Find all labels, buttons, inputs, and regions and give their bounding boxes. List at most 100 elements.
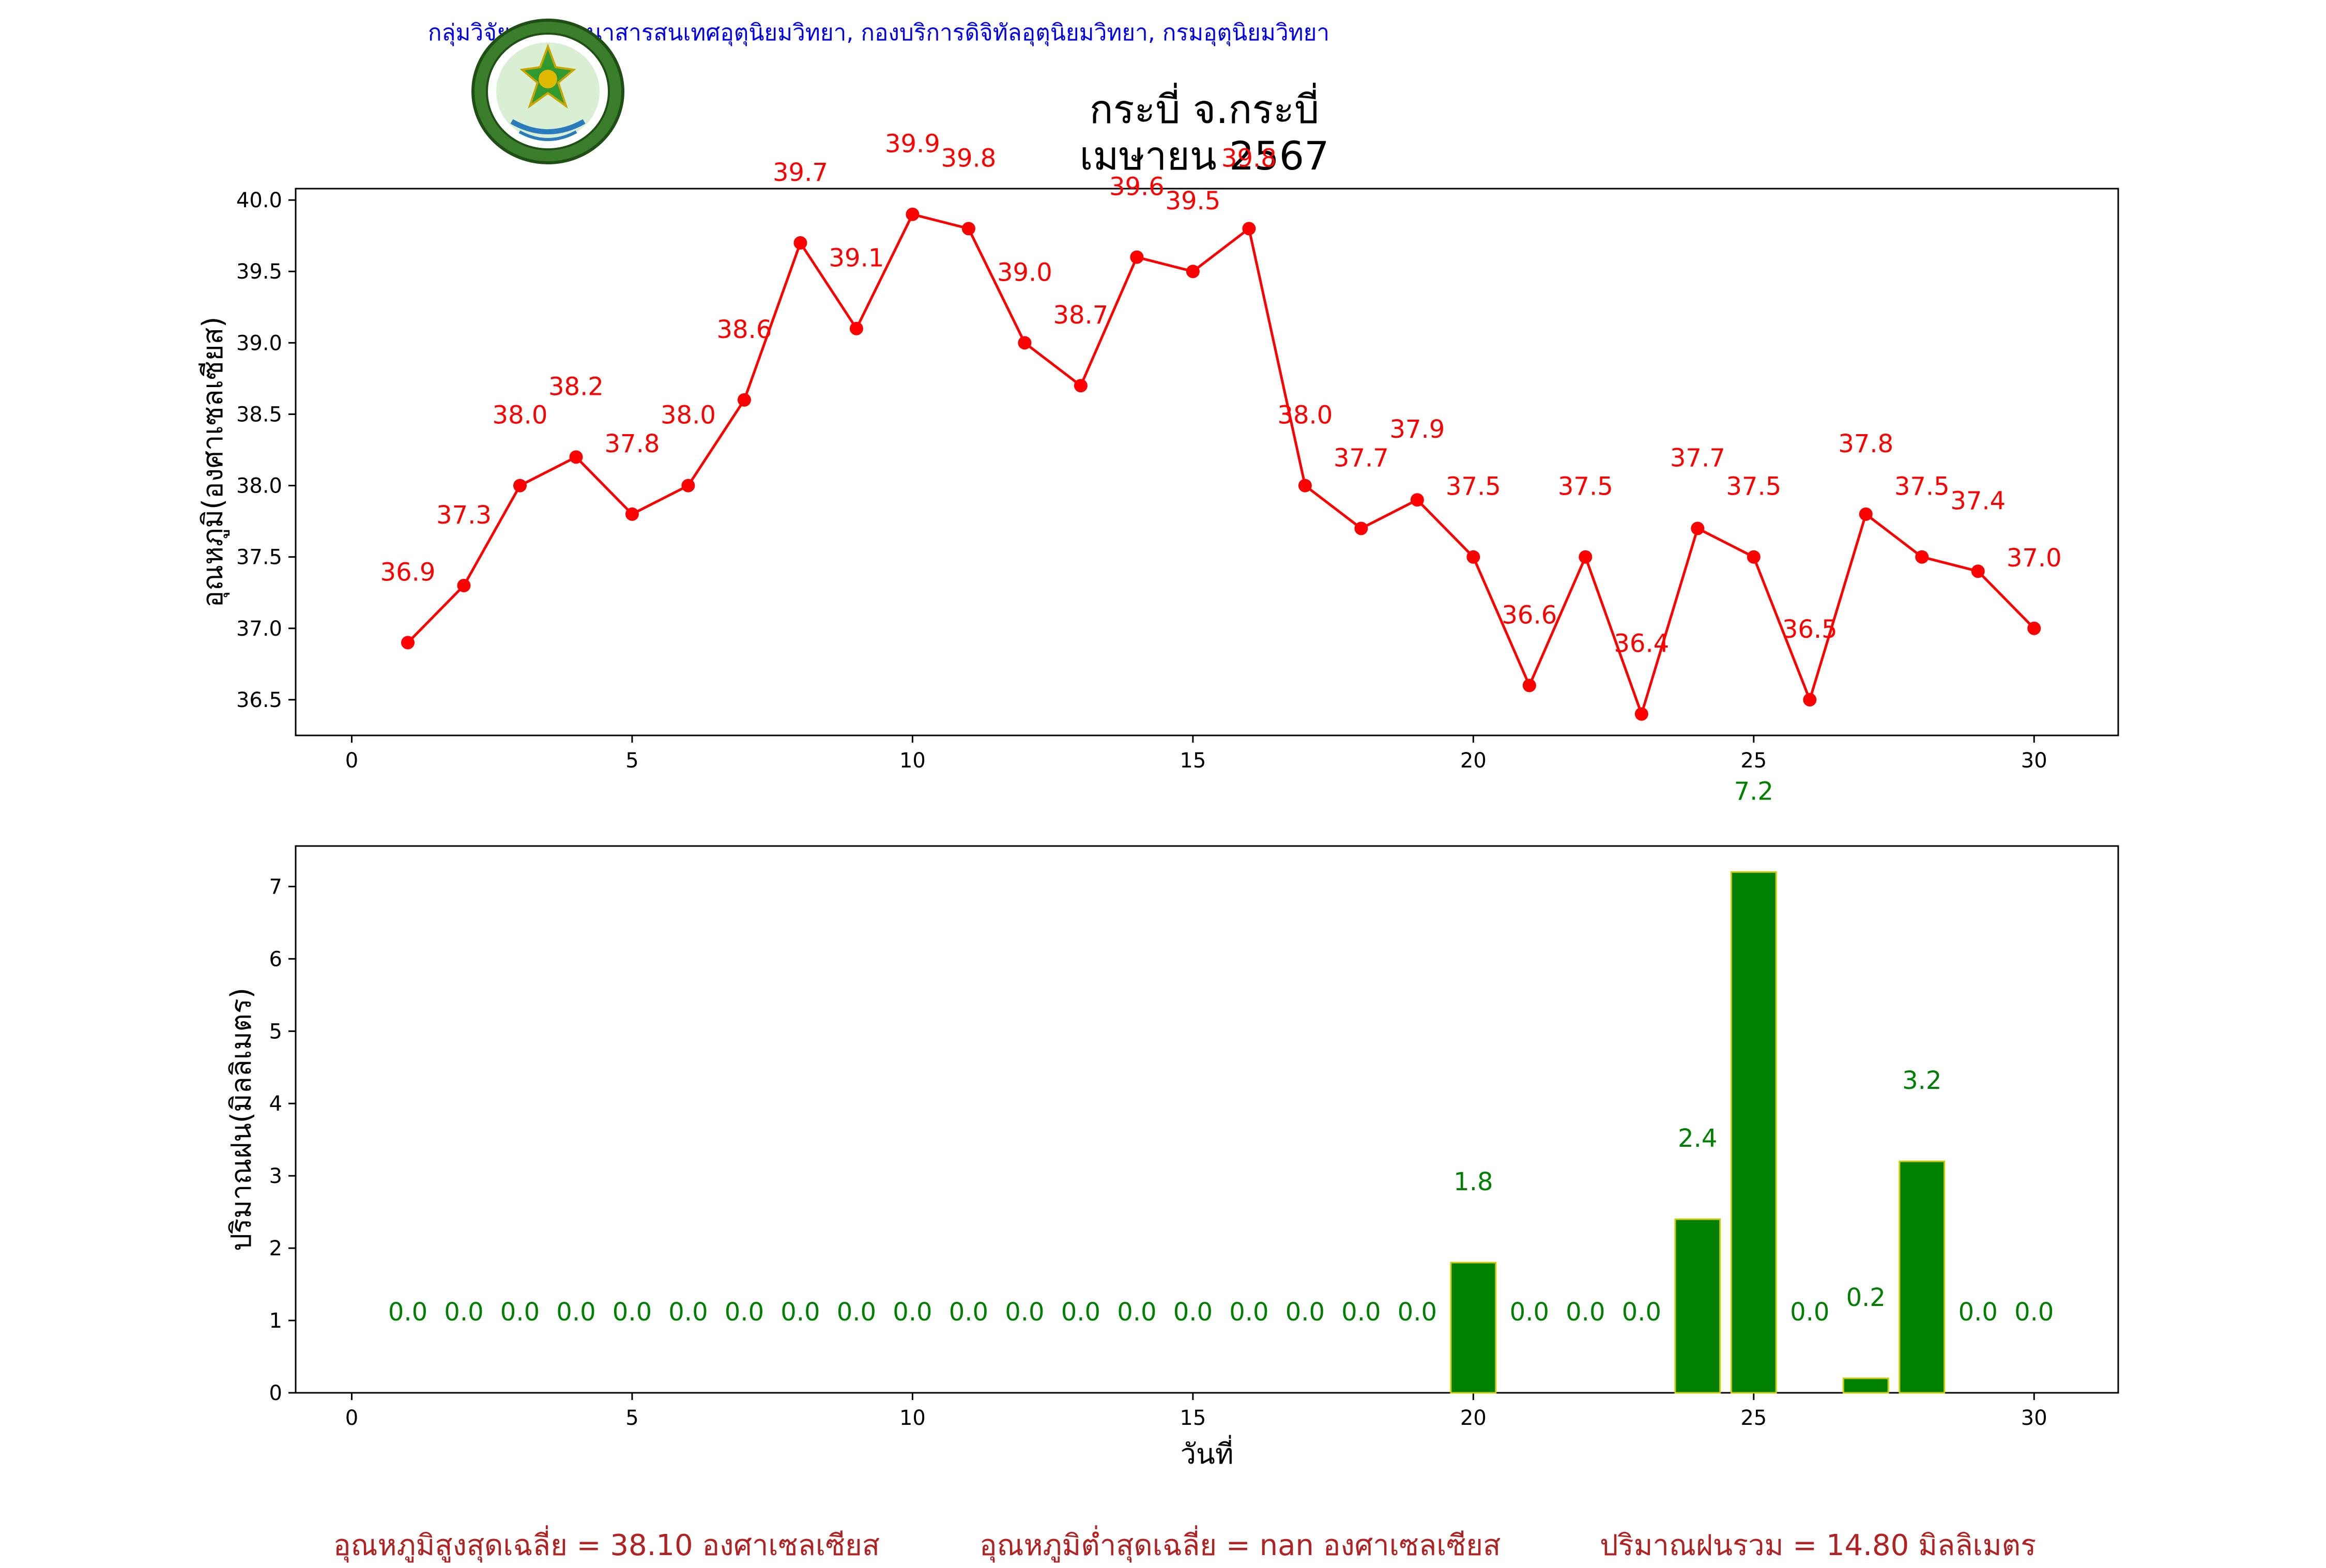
rainfall-data-labels: 0.0 0.0 0.0 0.0 0.0 0.0 0.0 0.0 0.0 0.0 0.0 0.0 0.0 0… xyxy=(388,777,2054,1327)
temperature-data-label: 38.0 xyxy=(1277,401,1333,430)
temperature-x-tick-label: 25 xyxy=(1740,749,1767,773)
rainfall-data-label: 0.0 xyxy=(1566,1298,1605,1327)
temperature-data-label: 37.0 xyxy=(2007,544,2062,573)
rainfall-x-tick-label: 25 xyxy=(1740,1406,1767,1430)
temperature-points xyxy=(401,207,2041,721)
rainfall-data-label: 0.0 xyxy=(1005,1298,1044,1327)
rainfall-data-label: 0.0 xyxy=(1061,1298,1100,1327)
rainfall-data-label: 0.0 xyxy=(949,1298,988,1327)
rainfall-data-label: 0.0 xyxy=(1790,1298,1829,1327)
rainfall-data-label: 2.4 xyxy=(1678,1124,1717,1153)
rainfall-x-tick-label: 5 xyxy=(625,1406,638,1430)
temperature-data-label: 39.9 xyxy=(885,130,940,159)
temperature-y-tick-label: 37.0 xyxy=(236,617,282,641)
rainfall-data-label: 0.0 xyxy=(1173,1298,1213,1327)
temperature-point xyxy=(681,479,695,493)
rainfall-x-tick-label: 20 xyxy=(1460,1406,1487,1430)
rainfall-data-label: 1.8 xyxy=(1453,1167,1493,1196)
rainfall-data-label: 0.0 xyxy=(556,1298,595,1327)
rainfall-y-tick-label: 0 xyxy=(269,1381,282,1405)
temperature-data-label: 38.6 xyxy=(717,315,772,344)
temperature-y-tick-label: 40.0 xyxy=(236,189,282,212)
temperature-data-label: 39.7 xyxy=(773,158,828,187)
rainfall-data-label: 0.2 xyxy=(1846,1283,1886,1312)
temperature-point xyxy=(457,578,471,592)
temperature-point xyxy=(1018,336,1032,350)
rainfall-y-axis-label: ปริมาณฝน(มิลลิเมตร) xyxy=(225,988,257,1251)
temperature-point xyxy=(1691,521,1705,535)
temperature-data-label: 39.8 xyxy=(941,144,996,173)
temperature-data-label: 38.0 xyxy=(661,401,716,430)
temperature-point xyxy=(961,222,975,236)
temperature-point xyxy=(906,207,920,221)
rainfall-data-label: 3.2 xyxy=(1902,1066,1941,1095)
temperature-y-axis-label: อุณหภูมิ(องศาเซลเซียส) xyxy=(196,317,230,608)
temperature-x-tick-label: 30 xyxy=(2021,749,2047,773)
rainfall-y-tick-label: 2 xyxy=(269,1237,282,1260)
temperature-data-label: 37.7 xyxy=(1334,443,1389,472)
temperature-point xyxy=(1747,550,1761,564)
footer-avg-min-temp: อุณหภูมิต่ำสุดเฉลี่ย = nan องศาเซลเซียส xyxy=(980,1529,1501,1562)
temperature-x-tick-label: 5 xyxy=(625,749,638,773)
rainfall-data-label: 0.0 xyxy=(613,1298,652,1327)
rainfall-data-label: 0.0 xyxy=(1398,1298,1437,1327)
temperature-data-label: 37.8 xyxy=(605,429,660,458)
temperature-data-label: 37.5 xyxy=(1726,472,1781,501)
rainfall-bar xyxy=(1730,871,1777,1394)
rainfall-data-label: 0.0 xyxy=(1229,1298,1268,1327)
rainfall-y-tick-label: 6 xyxy=(269,947,282,971)
temperature-point xyxy=(1130,250,1144,264)
rainfall-data-label: 0.0 xyxy=(444,1298,483,1327)
rainfall-plot-frame xyxy=(295,845,2119,1394)
temperature-point xyxy=(625,507,639,521)
footer-avg-max-temp: อุณหภูมิสูงสุดเฉลี่ย = 38.10 องศาเซลเซีย… xyxy=(333,1529,880,1562)
temperature-point xyxy=(1298,479,1312,493)
temperature-data-label: 37.5 xyxy=(1558,472,1613,501)
temperature-plot-frame xyxy=(295,188,2119,736)
chart-title-line1: กระบี่ จ.กระบี่ xyxy=(1090,83,1320,132)
temperature-series-line xyxy=(407,212,2036,718)
temperature-data-label: 37.5 xyxy=(1894,472,1950,501)
rainfall-x-axis: 0 5 10 15 20 25 30 xyxy=(345,1393,2047,1430)
temperature-point xyxy=(1410,493,1424,507)
rainfall-y-tick-label: 3 xyxy=(269,1164,282,1188)
temperature-data-label: 36.9 xyxy=(380,558,436,587)
temperature-point xyxy=(513,479,527,493)
rainfall-x-tick-label: 15 xyxy=(1180,1406,1206,1430)
rainfall-x-axis-label: วันที่ xyxy=(1181,1435,1234,1470)
rainfall-bar xyxy=(1450,1262,1497,1394)
rainfall-data-label: 0.0 xyxy=(2014,1298,2054,1327)
rainfall-data-label: 0.0 xyxy=(1117,1298,1156,1327)
rainfall-data-label: 7.2 xyxy=(1734,777,1773,806)
meteorological-department-logo xyxy=(471,19,624,164)
temperature-data-label: 36.4 xyxy=(1614,629,1669,658)
chart-title-line2: เมษายน 2567 xyxy=(1080,133,1329,179)
temperature-x-tick-label: 0 xyxy=(345,749,358,773)
temperature-data-label: 39.5 xyxy=(1165,187,1220,216)
temperature-point xyxy=(2027,621,2041,635)
rainfall-data-label: 0.0 xyxy=(1622,1298,1661,1327)
temperature-data-label: 39.0 xyxy=(997,258,1052,287)
temperature-data-label: 36.5 xyxy=(1782,615,1838,644)
rainfall-data-label: 0.0 xyxy=(893,1298,932,1327)
temperature-data-label: 37.8 xyxy=(1838,429,1893,458)
rainfall-data-label: 0.0 xyxy=(781,1298,820,1327)
rainfall-data-label: 0.0 xyxy=(500,1298,540,1327)
rainfall-data-label: 0.0 xyxy=(837,1298,876,1327)
temperature-data-label: 37.7 xyxy=(1670,443,1725,472)
temperature-y-tick-label: 37.5 xyxy=(236,546,282,570)
temperature-point xyxy=(401,636,415,650)
footer-total-rain: ปริมาณฝนรวม = 14.80 มิลลิเมตร xyxy=(1600,1529,2037,1562)
temperature-y-tick-label: 39.0 xyxy=(236,331,282,355)
temperature-data-label: 39.6 xyxy=(1109,173,1165,202)
temperature-point xyxy=(1915,550,1929,564)
rainfall-data-label: 0.0 xyxy=(1341,1298,1381,1327)
rainfall-y-tick-label: 7 xyxy=(269,875,282,899)
rainfall-y-tick-label: 4 xyxy=(269,1092,282,1116)
temperature-point xyxy=(1186,265,1200,279)
rainfall-data-label: 0.0 xyxy=(668,1298,708,1327)
rainfall-x-tick-label: 10 xyxy=(899,1406,926,1430)
temperature-data-label: 38.7 xyxy=(1053,301,1108,330)
